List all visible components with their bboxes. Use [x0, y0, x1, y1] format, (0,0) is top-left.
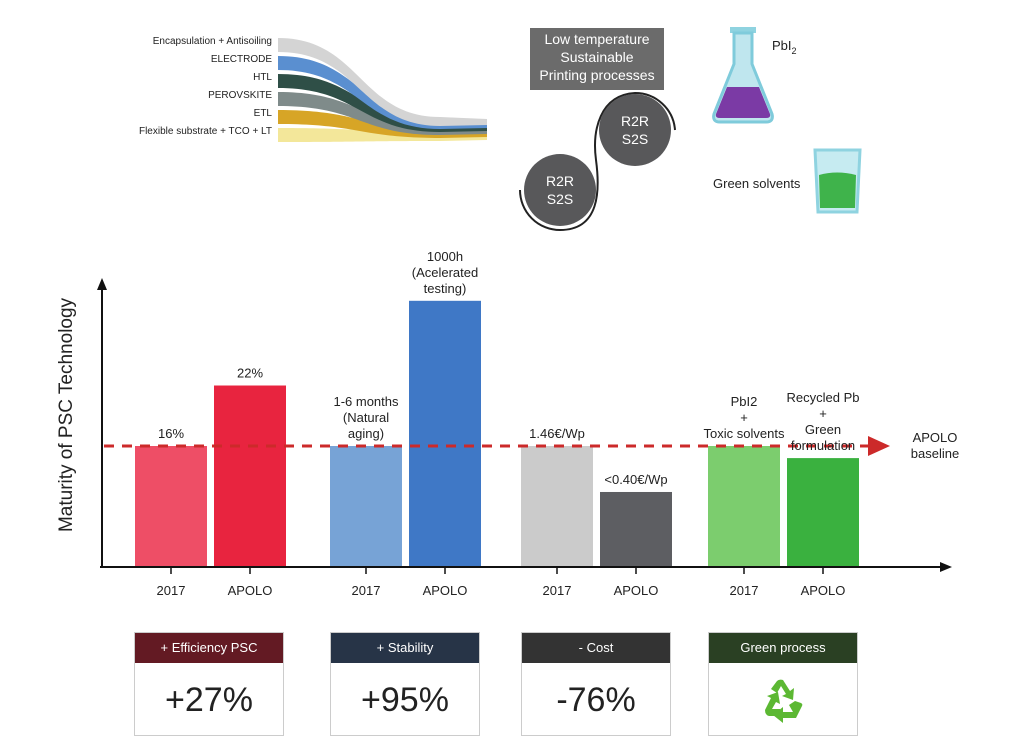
summary-stability-title: + Stability	[331, 633, 479, 663]
beaker-icon	[813, 148, 862, 214]
layer-label: ELECTRODE	[211, 54, 272, 65]
bar-value-label: PbI2	[731, 394, 758, 409]
bar	[409, 300, 481, 567]
x-tick-label: APOLO	[801, 583, 846, 598]
bar-value-label: 16%	[158, 426, 184, 441]
bar	[600, 491, 672, 567]
bar	[521, 446, 593, 567]
baseline-arrow	[868, 436, 890, 456]
bar-value-label: aging)	[348, 426, 384, 441]
summary-green-value	[709, 663, 857, 737]
baseline-label: baseline	[911, 446, 959, 461]
y-axis-label: Maturity of PSC Technology	[56, 297, 77, 532]
chemistry-illustration: PbI2	[712, 27, 862, 214]
roller-left-line-1: R2R	[546, 173, 574, 189]
bar-value-label: Toxic solvents	[704, 426, 785, 441]
maturity-chart: Maturity of PSC Technology APOLObaseline…	[56, 249, 959, 598]
beaker-label: Green solvents	[713, 176, 801, 191]
summary-cost-title: - Cost	[522, 633, 670, 663]
roller-right-line-2: S2S	[622, 131, 648, 147]
summary-green: Green process	[708, 632, 858, 736]
layer-band	[278, 128, 487, 142]
x-tick-label: 2017	[157, 583, 186, 598]
bar-value-label: (Natural	[343, 410, 389, 425]
process-line-3: Printing processes	[539, 67, 655, 83]
summary-cost-value: -76%	[556, 681, 636, 719]
summary-stability-value: +95%	[361, 681, 449, 719]
bar	[330, 446, 402, 567]
layer-label: PEROVSKITE	[208, 90, 272, 101]
recycle-icon	[765, 679, 803, 723]
x-tick-label: 2017	[730, 583, 759, 598]
roller-left-line-2: S2S	[547, 191, 573, 207]
roller-illustration: R2R S2S R2R S2S	[519, 91, 676, 232]
bar-value-label: formulation	[791, 438, 855, 453]
bar	[214, 385, 286, 567]
layer-band	[278, 74, 487, 132]
bar	[135, 446, 207, 567]
summary-cost: - Cost -76%	[521, 632, 671, 736]
layer-band	[278, 56, 487, 129]
layer-label: Flexible substrate + TCO + LT	[139, 126, 272, 137]
bar-value-label: Green	[805, 422, 841, 437]
bar-value-label: 1.46€/Wp	[529, 426, 585, 441]
x-tick-label: APOLO	[423, 583, 468, 598]
process-line-1: Low temperature	[544, 31, 650, 47]
bar-value-label: 1-6 months	[333, 394, 399, 409]
x-tick-label: APOLO	[614, 583, 659, 598]
y-axis-arrow	[97, 278, 107, 290]
summary-efficiency-value: +27%	[165, 681, 253, 719]
layer-band	[278, 92, 487, 135]
bar-value-label: +	[740, 410, 748, 425]
layer-band	[278, 38, 487, 126]
x-tick-label: 2017	[352, 583, 381, 598]
layer-stack-illustration: Encapsulation + Antisoiling ELECTRODE HTL P…	[139, 36, 487, 142]
bar-value-label: (Acelerated	[412, 265, 478, 280]
bar	[708, 446, 780, 567]
x-axis-arrow	[940, 562, 952, 572]
baseline-label: APOLO	[913, 430, 958, 445]
layer-label: Encapsulation + Antisoiling	[153, 36, 272, 47]
roller-right-line-1: R2R	[621, 113, 649, 129]
bar-value-label: 22%	[237, 366, 263, 381]
summary-efficiency-title: + Efficiency PSC	[135, 633, 283, 663]
roller-right	[599, 94, 671, 166]
process-banner: Low temperature Sustainable Printing pro…	[530, 28, 664, 90]
bar-value-label: 1000h	[427, 249, 463, 264]
bar-value-label: <0.40€/Wp	[604, 472, 667, 487]
x-tick-label: APOLO	[228, 583, 273, 598]
layer-label: ETL	[254, 108, 273, 119]
bar-value-label: +	[819, 406, 827, 421]
bar-value-label: testing)	[424, 281, 467, 296]
flask-icon	[712, 27, 774, 124]
summary-green-title: Green process	[709, 633, 857, 663]
x-tick-label: 2017	[543, 583, 572, 598]
process-line-2: Sustainable	[560, 49, 634, 65]
bar-value-label: Recycled Pb	[787, 390, 860, 405]
summary-stability: + Stability +95%	[330, 632, 480, 736]
roller-left	[524, 154, 596, 226]
flask-label: PbI2	[772, 38, 797, 56]
summary-efficiency: + Efficiency PSC +27%	[134, 632, 284, 736]
bar	[787, 458, 859, 567]
layer-label: HTL	[253, 72, 272, 83]
